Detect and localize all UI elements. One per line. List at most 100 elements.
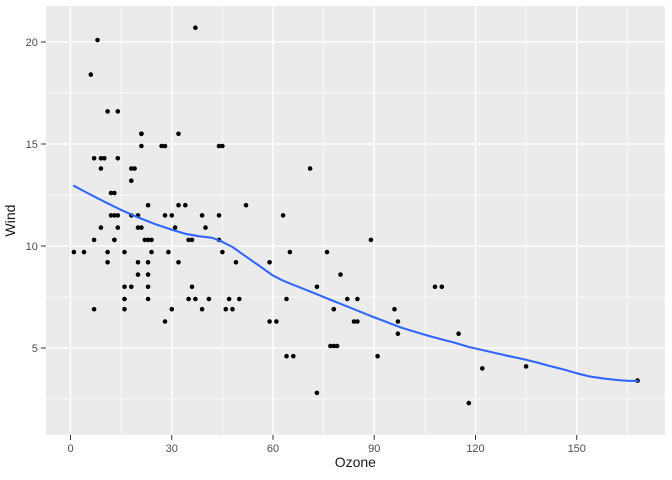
axis-tick-marks (40, 41, 578, 440)
data-point (203, 225, 208, 230)
data-point (480, 366, 485, 371)
data-point (307, 166, 313, 171)
data-point (237, 296, 242, 302)
y-tick-label: 10 (26, 241, 38, 253)
data-point (328, 343, 333, 349)
data-point (122, 249, 127, 255)
data-point (206, 296, 212, 302)
data-point (334, 343, 340, 349)
data-point (115, 213, 121, 218)
data-point (81, 249, 87, 255)
data-point (274, 319, 279, 324)
data-point (368, 237, 374, 243)
data-point (95, 37, 100, 43)
data-point (216, 143, 222, 149)
data-point (392, 306, 397, 312)
data-point (108, 190, 114, 196)
data-point (284, 296, 289, 302)
data-point (199, 306, 205, 312)
data-point (189, 237, 195, 243)
data-point (193, 296, 198, 302)
data-point (145, 202, 151, 208)
data-point (169, 306, 175, 312)
data-point (331, 306, 337, 312)
data-point (145, 272, 151, 277)
data-point (176, 131, 181, 137)
panel-background (45, 6, 665, 435)
data-point (112, 213, 117, 218)
y-axis-title: Wind (2, 205, 18, 237)
data-point (267, 319, 272, 324)
data-point (183, 202, 188, 208)
x-tick-label: 60 (267, 443, 279, 455)
y-tick-label: 20 (26, 37, 38, 49)
data-point (243, 202, 249, 208)
data-point (338, 272, 343, 277)
data-point (220, 143, 225, 149)
y-tick-label: 5 (32, 343, 38, 355)
data-point (439, 284, 445, 290)
data-point (159, 143, 164, 149)
data-point (176, 202, 181, 208)
data-point (189, 284, 195, 290)
data-point (149, 249, 154, 255)
data-point (91, 306, 97, 312)
data-point (162, 143, 168, 149)
data-point (91, 237, 97, 243)
data-point (162, 213, 168, 218)
data-point (233, 260, 239, 265)
minor-gridlines (45, 6, 665, 435)
data-point (135, 260, 141, 265)
data-point (88, 72, 94, 77)
x-tick-label: 0 (67, 443, 73, 455)
data-point (230, 306, 235, 312)
data-point (314, 390, 320, 396)
data-point (115, 156, 121, 161)
data-point (102, 156, 107, 161)
data-point (466, 400, 472, 406)
data-point (149, 237, 154, 243)
axis-tick-labels: 0 30 60 90 120 150 5 10 15 20 (26, 37, 586, 455)
data-point (129, 284, 134, 290)
x-tick-label: 120 (466, 443, 484, 455)
data-point (432, 284, 438, 290)
data-point (226, 296, 232, 302)
data-point (169, 213, 175, 218)
data-point (122, 306, 127, 312)
data-point (98, 166, 104, 171)
data-point (355, 319, 360, 324)
x-tick-label: 30 (166, 443, 178, 455)
data-point (139, 131, 144, 137)
data-point (115, 225, 121, 230)
data-point (193, 25, 198, 31)
data-point (142, 237, 148, 243)
data-point (91, 156, 97, 161)
loess-smooth-line (72, 184, 639, 383)
data-point (166, 249, 171, 255)
data-point (108, 213, 114, 218)
data-point (267, 260, 272, 265)
data-point (331, 343, 337, 349)
data-point (162, 319, 168, 324)
data-point (105, 109, 110, 114)
data-point (98, 156, 104, 161)
data-point (145, 284, 151, 290)
data-point (145, 260, 151, 265)
data-point (220, 249, 225, 255)
data-point (351, 319, 357, 324)
data-point (145, 296, 151, 302)
x-tick-label: 90 (368, 443, 380, 455)
data-point (129, 178, 134, 183)
data-point (135, 272, 141, 277)
data-point (523, 364, 529, 369)
data-point (105, 260, 110, 265)
data-point (280, 213, 286, 218)
data-point (98, 225, 104, 230)
data-point (291, 353, 296, 359)
data-point (71, 249, 77, 255)
data-point (176, 260, 181, 265)
data-point (172, 225, 178, 230)
data-point (345, 296, 350, 302)
data-point (112, 237, 117, 243)
